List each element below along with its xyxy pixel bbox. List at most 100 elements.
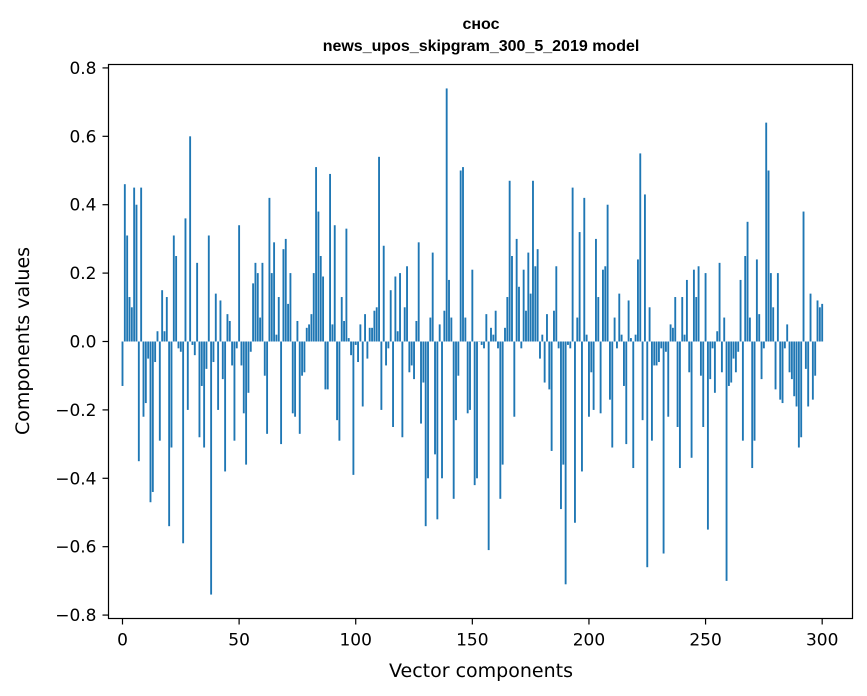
bar <box>732 341 735 359</box>
bar <box>704 273 707 342</box>
bar <box>282 249 285 342</box>
bar <box>217 341 220 410</box>
bar <box>720 341 723 373</box>
bar <box>776 273 779 342</box>
bar <box>373 310 376 342</box>
x-axis-ticks: 0 50 100 150 200 250 300 <box>117 618 838 651</box>
bar <box>697 266 700 342</box>
bar <box>623 341 625 386</box>
bar <box>429 317 432 342</box>
bar <box>133 187 136 342</box>
bar <box>161 290 164 342</box>
bar <box>795 341 798 407</box>
y-tick-label: 0.2 <box>69 264 96 284</box>
bar <box>275 334 278 342</box>
bar <box>142 341 145 417</box>
y-tick-label: 0.8 <box>69 59 96 79</box>
bar <box>214 293 217 342</box>
bar <box>331 324 334 342</box>
bar <box>352 341 355 475</box>
y-tick-label: 0.4 <box>69 196 96 216</box>
bar <box>298 341 301 434</box>
bar <box>539 341 541 359</box>
bar <box>597 297 600 342</box>
bar <box>177 341 180 349</box>
bar <box>287 303 290 342</box>
bar <box>443 310 446 342</box>
bar <box>401 341 404 438</box>
bar <box>741 341 744 441</box>
bar <box>643 194 646 342</box>
bar <box>366 341 369 359</box>
bar <box>727 341 730 386</box>
bar <box>583 197 586 342</box>
bar <box>783 341 786 349</box>
bar <box>350 341 352 356</box>
bar <box>219 300 222 342</box>
bar <box>508 180 511 342</box>
bar <box>485 314 488 342</box>
bar <box>690 341 693 458</box>
bar <box>310 314 313 342</box>
bar <box>578 232 581 342</box>
bar <box>261 262 264 342</box>
bar <box>175 256 178 342</box>
bar <box>277 297 280 342</box>
bar <box>168 341 171 527</box>
bar <box>639 153 642 342</box>
bar <box>613 317 616 342</box>
bar <box>504 327 506 342</box>
bar <box>653 341 656 366</box>
bar <box>235 341 238 349</box>
bar <box>818 307 821 342</box>
y-tick-label: −0.4 <box>55 469 96 489</box>
bar <box>305 327 308 342</box>
bar <box>667 341 670 417</box>
bar <box>296 320 299 342</box>
bar <box>511 256 513 342</box>
bar <box>669 324 672 342</box>
bar <box>347 338 350 342</box>
bar <box>532 180 534 342</box>
bar <box>170 341 173 448</box>
bar <box>210 341 213 595</box>
bar <box>734 341 737 373</box>
bar <box>529 293 532 342</box>
bar <box>550 341 553 451</box>
bar <box>520 341 523 349</box>
bar <box>781 341 784 404</box>
bar <box>137 341 140 462</box>
bar <box>357 341 359 363</box>
bar <box>588 341 590 417</box>
bar <box>786 324 789 342</box>
bar <box>198 341 201 438</box>
bar <box>238 225 241 342</box>
bar <box>455 341 457 421</box>
bar <box>403 307 406 342</box>
bar <box>678 341 681 469</box>
bar <box>765 122 768 342</box>
bar <box>637 259 639 342</box>
bar <box>802 211 805 342</box>
bar <box>499 341 502 499</box>
bar <box>273 242 276 342</box>
bar <box>459 170 462 342</box>
bar <box>723 317 726 342</box>
bar <box>441 341 443 479</box>
bar <box>203 341 206 448</box>
bar <box>228 320 231 342</box>
bar <box>525 310 527 342</box>
bar <box>746 221 749 342</box>
bar <box>762 341 765 349</box>
x-tick-label: 200 <box>573 631 605 651</box>
bar <box>676 341 679 427</box>
bar <box>263 341 266 376</box>
bar <box>664 341 667 352</box>
bar <box>800 341 803 438</box>
bar <box>406 266 408 342</box>
bar <box>497 341 499 349</box>
bar <box>343 320 345 342</box>
bar <box>718 262 721 342</box>
bar <box>788 341 791 373</box>
